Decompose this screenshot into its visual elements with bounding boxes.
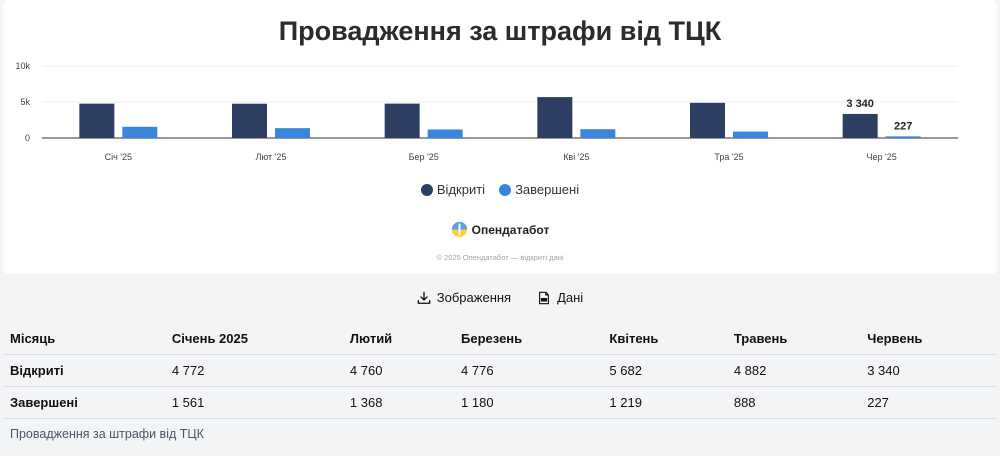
bar-closed [885, 136, 921, 138]
table-row-label: Завершені [3, 386, 165, 419]
bar-opened [842, 113, 878, 138]
table-header-cell: Березень [454, 322, 603, 355]
table-row: Відкриті 4 772 4 760 4 776 5 682 4 882 3… [3, 354, 997, 387]
table-header-cell: Лютий [342, 322, 455, 355]
table-cell: 1 180 [454, 386, 603, 419]
download-data-button[interactable]: Дані [537, 290, 583, 305]
copyright-text: © 2025 Опендатабот — відкриті дані [436, 253, 564, 262]
x-tick-label: Кві '25 [563, 152, 589, 162]
brand-name: Опендатабот [471, 222, 550, 237]
table-cell: 4 772 [164, 354, 343, 387]
y-tick-label: 5k [20, 97, 30, 107]
table-header-cell: Місяць [3, 322, 165, 355]
opendatabot-logo-icon [451, 221, 467, 238]
table-cell: 4 760 [342, 354, 455, 387]
download-icon [417, 291, 431, 304]
bar-closed [580, 129, 616, 138]
table-row: Завершені 1 561 1 368 1 180 1 219 888 22… [3, 386, 997, 419]
table-cell: 4 776 [454, 354, 603, 387]
x-tick-label: Січ '25 [105, 152, 132, 162]
table-cell: 3 340 [860, 354, 997, 387]
table-header-cell: Червень [860, 322, 997, 355]
bar-closed [427, 129, 463, 138]
y-tick-label: 10k [15, 61, 30, 71]
bar-opened [690, 102, 725, 138]
bar-opened [232, 103, 267, 138]
chart-title: Провадження за штрафи від ТЦК [278, 16, 722, 46]
bar-closed [122, 126, 158, 138]
download-image-button[interactable]: Зображення [417, 290, 511, 305]
table-caption: Провадження за штрафи від ТЦК [10, 427, 204, 441]
table-cell: 1 219 [602, 386, 727, 419]
bar-closed [275, 128, 310, 138]
bar-chart: 0 5k 10k Січ '25 Лют '25 Бер '25 Кві '25 Тра '2… [15, 61, 958, 162]
legend-marker-icon [499, 183, 512, 196]
data-label: 227 [894, 120, 912, 132]
table-header-row: Місяць Січень 2025 Лютий Березень Квітен… [3, 322, 997, 355]
x-tick-label: Лют '25 [256, 152, 287, 162]
file-icon [539, 291, 550, 304]
table-header-cell: Січень 2025 [164, 322, 343, 355]
data-table: Місяць Січень 2025 Лютий Березень Квітен… [3, 322, 997, 419]
table-header-cell: Травень [726, 322, 861, 355]
bar-closed [733, 131, 768, 138]
x-tick-label: Чер '25 [867, 152, 897, 162]
table-cell: 1 561 [164, 386, 343, 419]
x-tick-label: Тра '25 [714, 152, 743, 162]
table-cell: 4 882 [726, 354, 861, 387]
data-label: 3 340 [846, 98, 874, 110]
download-data-label: Дані [557, 290, 584, 305]
chart-legend: Відкриті Завершені [0, 182, 1000, 197]
legend-label-closed: Завершені [515, 182, 580, 197]
table-cell: 888 [726, 386, 861, 419]
table-cell: 5 682 [602, 354, 727, 387]
table-cell: 227 [860, 386, 997, 419]
legend-item-opened[interactable]: Відкриті [420, 182, 486, 197]
chart-actions: Зображення Дані [0, 290, 1000, 305]
legend-item-closed[interactable]: Завершені [499, 182, 579, 197]
legend-marker-icon [420, 183, 433, 196]
bar-opened [384, 103, 420, 138]
chart-card [3, 0, 997, 274]
bar-opened [537, 97, 573, 138]
table-cell: 1 368 [342, 386, 455, 419]
legend-label-opened: Відкриті [436, 182, 486, 197]
brand: Опендатабот [0, 221, 1000, 238]
table-row-label: Відкриті [3, 354, 165, 387]
bar-opened [79, 103, 115, 138]
table-header-cell: Квітень [602, 322, 727, 355]
y-tick-label: 0 [25, 133, 30, 143]
x-tick-label: Бер '25 [409, 152, 439, 162]
download-image-label: Зображення [436, 290, 512, 305]
